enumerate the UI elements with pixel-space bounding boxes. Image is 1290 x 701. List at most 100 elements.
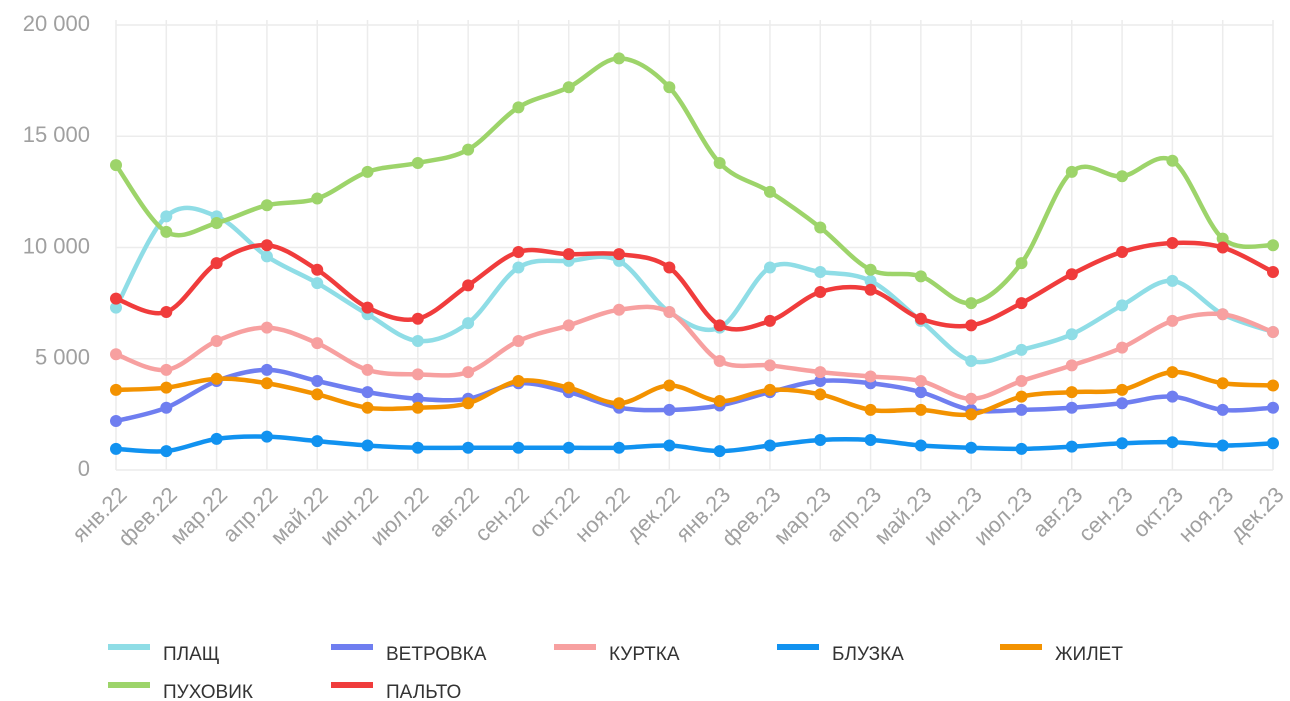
legend-label: ПУХОВИК: [163, 682, 253, 701]
point: [1267, 437, 1279, 450]
point: [260, 363, 273, 376]
point: [864, 433, 877, 446]
point: [361, 439, 374, 452]
point: [814, 221, 827, 234]
series: [110, 303, 1279, 405]
y-tick-label: 0: [78, 456, 90, 481]
point: [1216, 241, 1229, 254]
point: [311, 375, 324, 387]
point: [814, 286, 827, 298]
point: [210, 257, 223, 270]
point: [965, 319, 978, 332]
point: [411, 312, 424, 325]
point: [1166, 366, 1179, 379]
point: [1216, 439, 1229, 452]
point: [1267, 379, 1279, 392]
series: [110, 237, 1279, 332]
point: [160, 445, 173, 458]
point: [411, 392, 424, 405]
point: [1116, 437, 1129, 450]
point: [1015, 390, 1028, 403]
point: [713, 445, 726, 458]
series: [110, 366, 1279, 421]
point: [462, 441, 475, 454]
point: [864, 283, 877, 296]
point: [763, 359, 776, 372]
point: [663, 306, 676, 319]
series-line: [115, 367, 1274, 424]
y-tick-label: 15 000: [23, 122, 90, 147]
point: [110, 292, 122, 305]
point: [160, 306, 173, 319]
point: [1116, 299, 1129, 312]
point: [814, 433, 827, 446]
point: [914, 403, 927, 416]
point: [462, 143, 475, 156]
point: [713, 354, 726, 367]
point: [1267, 239, 1279, 252]
y-tick-label: 10 000: [23, 233, 90, 258]
legend-label: БЛУЗКА: [832, 644, 904, 665]
point: [965, 297, 978, 310]
point: [1065, 440, 1078, 453]
point: [814, 366, 827, 379]
point: [462, 279, 475, 292]
point: [864, 263, 877, 276]
point: [1065, 328, 1078, 341]
point: [110, 415, 122, 428]
point: [311, 277, 324, 290]
point: [110, 442, 122, 455]
legend-label: ВЕТРОВКА: [386, 644, 487, 665]
point: [160, 210, 173, 223]
point: [1166, 314, 1179, 327]
point: [814, 265, 827, 278]
point: [663, 379, 676, 392]
point: [562, 81, 575, 94]
point: [663, 439, 676, 452]
point: [1116, 397, 1129, 410]
point: [613, 397, 626, 410]
point: [713, 156, 726, 169]
point: [763, 314, 776, 327]
point: [462, 397, 475, 410]
point: [411, 441, 424, 454]
y-tick-label: 5 000: [35, 345, 90, 370]
point: [1166, 274, 1179, 287]
point: [1015, 257, 1028, 270]
point: [814, 388, 827, 401]
series: [110, 430, 1279, 458]
point: [110, 159, 122, 172]
point: [311, 388, 324, 401]
point: [1015, 297, 1028, 310]
point: [613, 52, 626, 65]
point: [713, 395, 726, 408]
point: [1267, 326, 1279, 339]
point: [260, 377, 273, 390]
point: [864, 274, 877, 287]
series: [110, 205, 1279, 367]
point: [1015, 375, 1028, 387]
point: [965, 408, 978, 421]
legend-label: ПЛАЩ: [163, 644, 220, 665]
point: [1065, 386, 1078, 399]
point: [260, 430, 273, 443]
point: [663, 261, 676, 274]
point: [411, 156, 424, 169]
point: [512, 245, 525, 258]
point: [1065, 268, 1078, 281]
point: [1267, 265, 1279, 278]
point: [1116, 341, 1129, 354]
point: [462, 366, 475, 379]
point: [311, 337, 324, 350]
x-tick-label: дек.22: [621, 482, 685, 546]
point: [613, 248, 626, 261]
point: [763, 383, 776, 396]
point: [1116, 383, 1129, 396]
point: [512, 441, 525, 454]
point: [1015, 343, 1028, 356]
point: [311, 435, 324, 448]
point: [965, 441, 978, 454]
point: [311, 192, 324, 205]
series: [110, 52, 1279, 310]
point: [210, 217, 223, 230]
